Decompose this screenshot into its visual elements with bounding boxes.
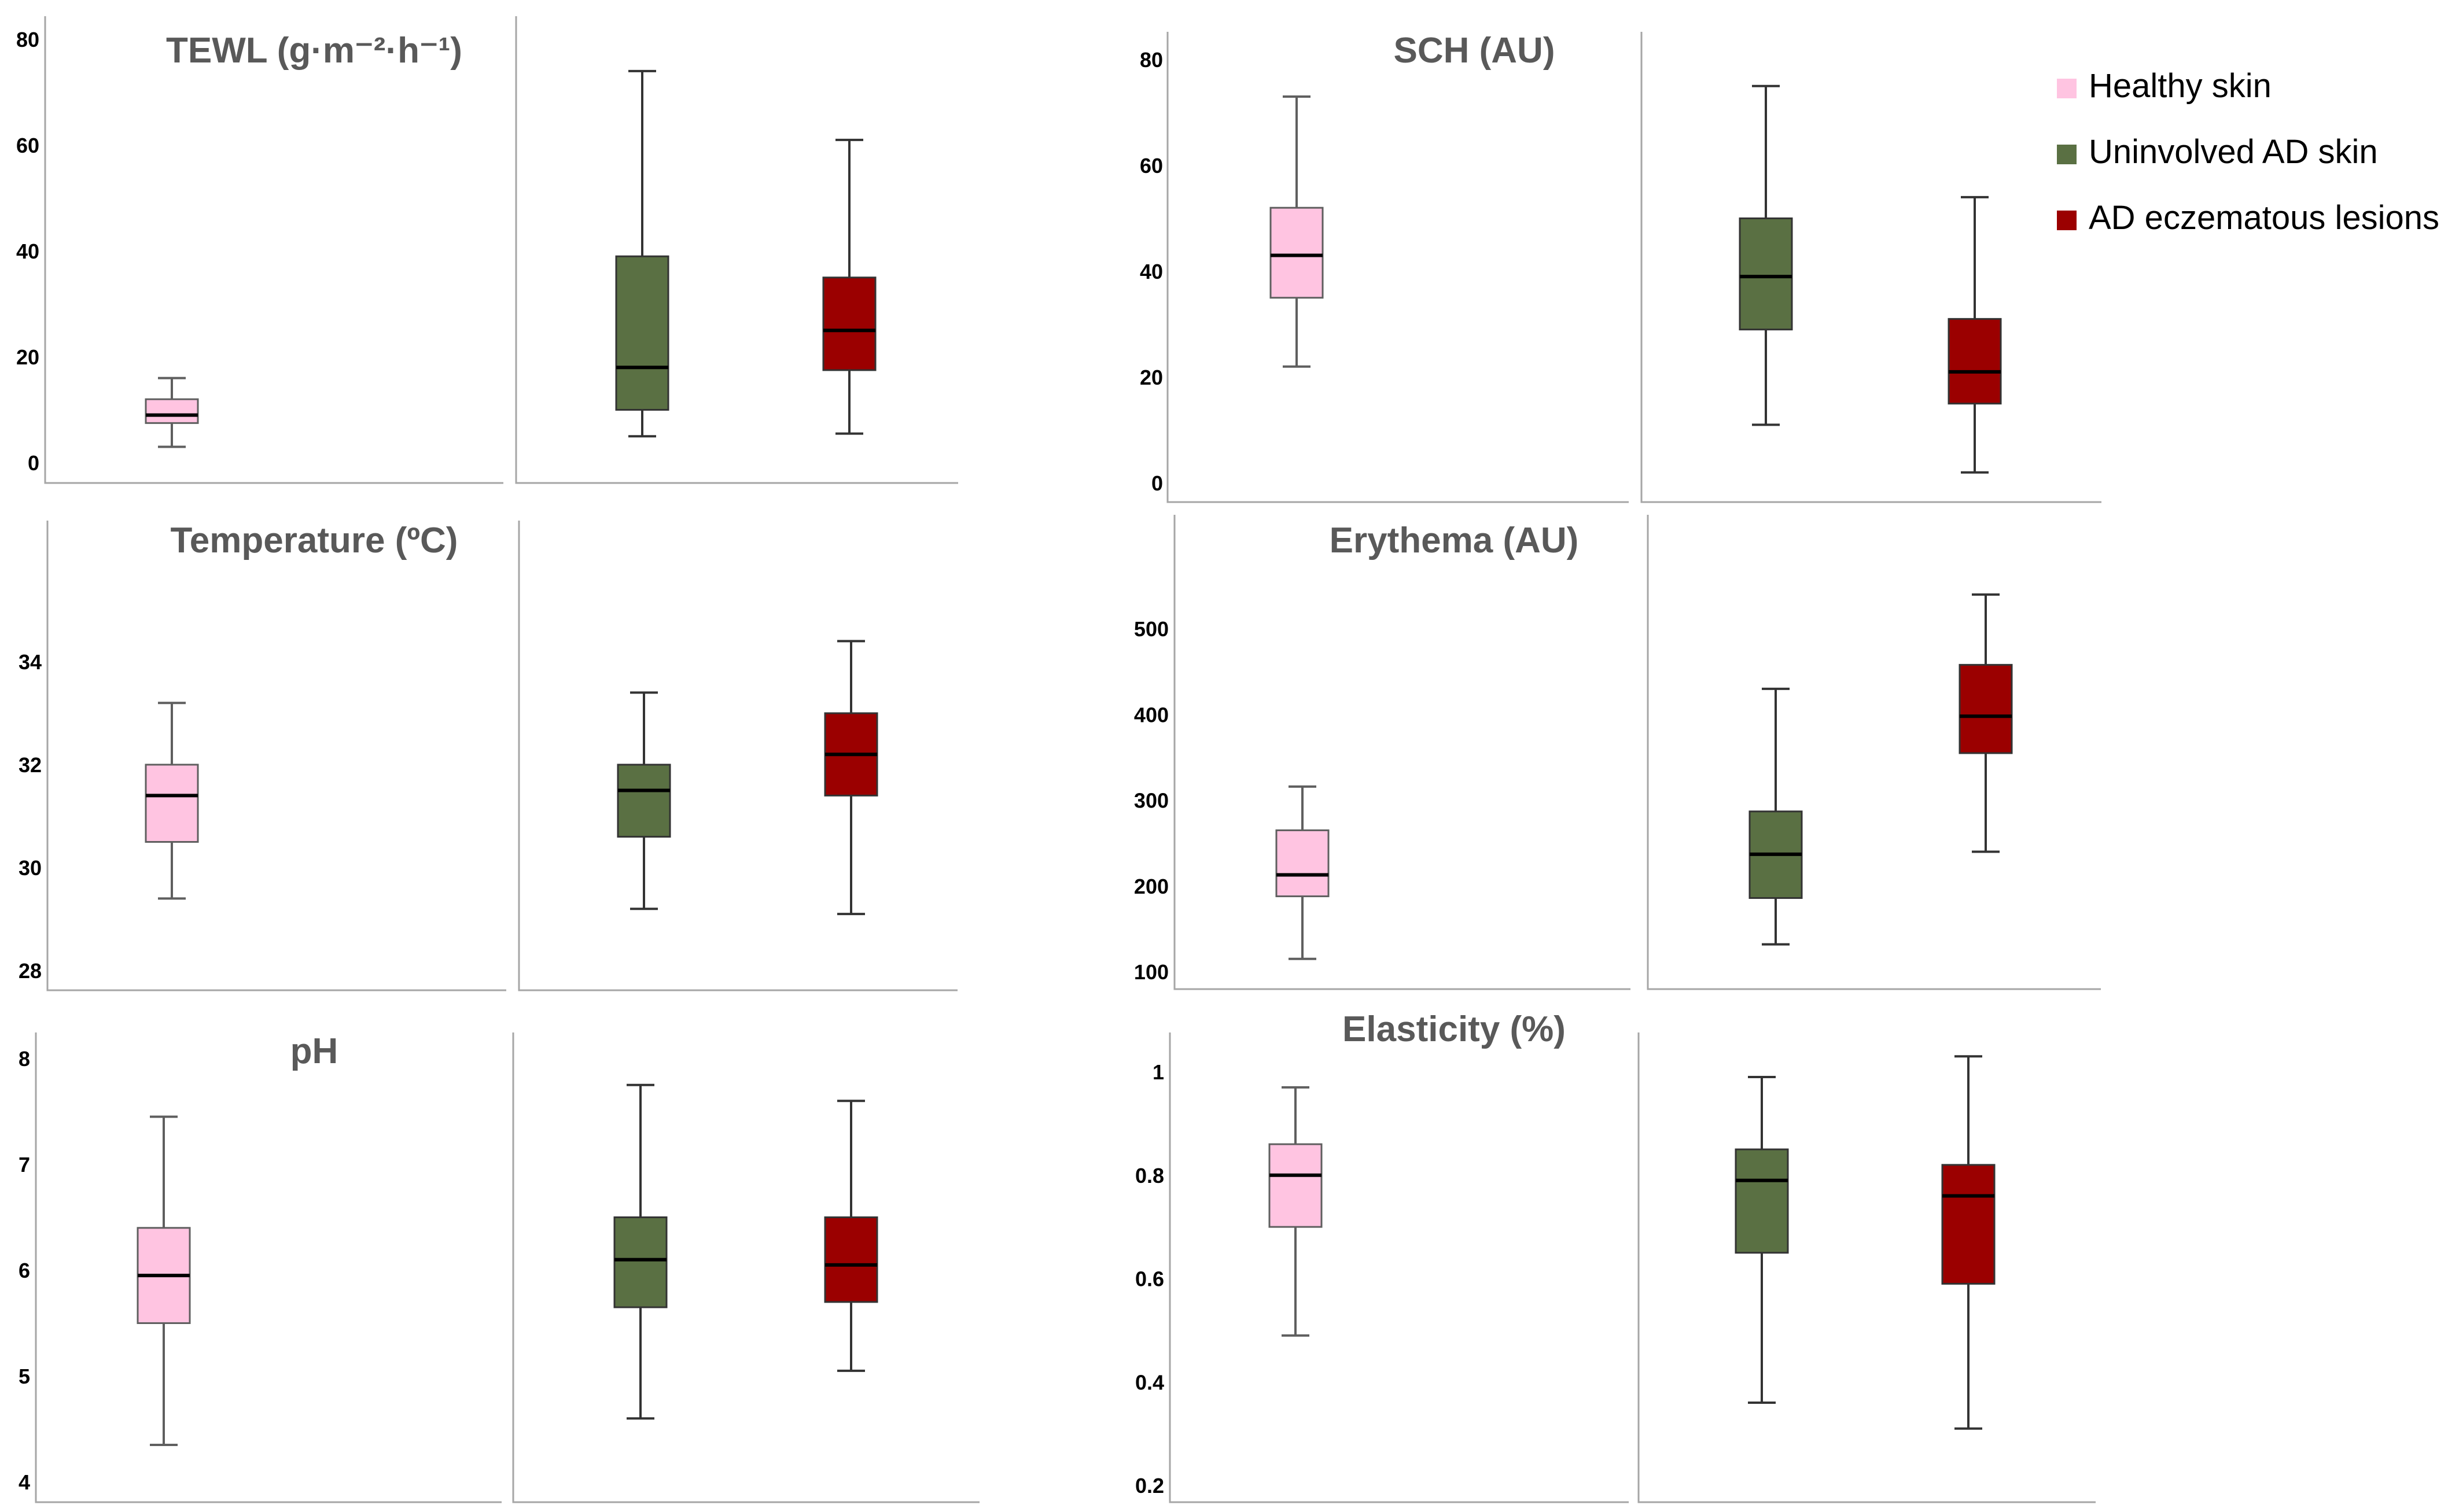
y-tick-label: 6 <box>19 1259 30 1282</box>
y-tick-label: 30 <box>19 856 42 880</box>
y-tick-label: 32 <box>19 753 42 777</box>
box-ad-eczematous-lesions <box>824 1100 878 1372</box>
y-tick-label: 0.4 <box>1135 1370 1164 1394</box>
iqr-box <box>824 1216 878 1303</box>
box-uninvolved-ad-skin <box>1739 84 1793 426</box>
right-panel-frame <box>518 521 958 991</box>
y-tick-label: 0 <box>28 451 39 475</box>
iqr-box <box>1948 318 2002 405</box>
iqr-box <box>615 255 669 411</box>
box-healthy-skin <box>145 702 199 900</box>
iqr-box <box>822 276 877 371</box>
left-panel-frame <box>44 16 503 484</box>
left-panel-frame <box>1173 515 1630 990</box>
y-tick-label: 40 <box>1140 260 1163 283</box>
right-panel-frame <box>1637 1032 2096 1503</box>
y-tick-label: 1 <box>1153 1060 1164 1084</box>
chart-title: TEWL (g·m⁻²·h⁻¹) <box>166 31 462 71</box>
legend-label: AD eczematous lesions <box>2089 199 2439 237</box>
box-ad-eczematous-lesions <box>1941 1055 1996 1430</box>
left-panel-frame <box>35 1032 502 1503</box>
legend-swatch <box>2057 79 2077 98</box>
chart-panel-tewl-g-m-h: TEWL (g·m⁻²·h⁻¹) 0 20 40 60 80 <box>16 16 958 484</box>
y-tick-label: 60 <box>16 134 39 157</box>
y-tick-label: 300 <box>1134 789 1169 813</box>
chart-panel-erythema-au: Erythema (AU) 100 200 300 400 500 <box>1134 515 2101 990</box>
y-tick-label: 0 <box>1151 471 1163 495</box>
right-panel-frame <box>1647 515 2101 990</box>
iqr-box <box>145 398 199 424</box>
legend-item-ad-eczematous-lesions: AD eczematous lesions <box>2057 199 2439 237</box>
box-ad-eczematous-lesions <box>1948 196 2002 474</box>
right-panel-frame <box>1640 32 2101 503</box>
chart-panel-ph: pH 4 5 6 7 8 <box>19 1031 980 1503</box>
legend-swatch <box>2057 145 2077 164</box>
legend-label: Uninvolved AD skin <box>2089 133 2378 171</box>
box-ad-eczematous-lesions <box>1959 593 2013 853</box>
y-tick-label: 0.8 <box>1135 1164 1164 1188</box>
legend-item-uninvolved-ad-skin: Uninvolved AD skin <box>2057 133 2378 171</box>
chart-title: Elasticity (%) <box>1342 1009 1566 1049</box>
chart-title: pH <box>290 1031 338 1071</box>
iqr-box <box>1959 663 2013 754</box>
y-tick-label: 28 <box>19 959 42 983</box>
y-tick-label: 5 <box>19 1365 30 1388</box>
iqr-box <box>1268 1143 1323 1228</box>
y-tick-label: 0.6 <box>1135 1267 1164 1291</box>
right-panel-frame <box>512 1032 980 1503</box>
chart-title: SCH (AU) <box>1394 31 1555 71</box>
box-ad-eczematous-lesions <box>824 640 878 916</box>
box-healthy-skin <box>1269 95 1324 368</box>
legend: Healthy skin Uninvolved AD skin AD eczemat… <box>2057 67 2439 237</box>
y-tick-label: 4 <box>19 1470 30 1494</box>
box-ad-eczematous-lesions <box>822 138 877 435</box>
box-uninvolved-ad-skin <box>1748 687 1803 946</box>
y-tick-label: 100 <box>1134 960 1169 984</box>
right-panel-frame <box>515 16 958 484</box>
box-uninvolved-ad-skin <box>617 691 671 910</box>
iqr-box <box>1269 206 1324 299</box>
y-tick-label: 8 <box>19 1047 30 1071</box>
box-uninvolved-ad-skin <box>1735 1075 1789 1404</box>
box-healthy-skin <box>137 1115 191 1446</box>
y-tick-label: 500 <box>1134 617 1169 641</box>
y-tick-label: 0.2 <box>1135 1474 1164 1498</box>
chart-title: Erythema (AU) <box>1330 521 1579 560</box>
legend-item-healthy-skin: Healthy skin <box>2057 67 2272 105</box>
iqr-box <box>613 1216 668 1308</box>
iqr-box <box>145 764 199 843</box>
iqr-box <box>1275 829 1330 898</box>
box-uninvolved-ad-skin <box>615 69 669 438</box>
iqr-box <box>617 764 671 838</box>
box-healthy-skin <box>145 377 199 448</box>
y-tick-label: 20 <box>1140 366 1163 389</box>
y-tick-label: 80 <box>1140 48 1163 72</box>
iqr-box <box>1735 1148 1789 1254</box>
y-tick-label: 34 <box>19 650 42 674</box>
chart-panel-temperature-c: Temperature (ºC) 28 30 32 34 <box>19 521 958 991</box>
chart-panel-sch-au: SCH (AU) 0 20 40 60 80 <box>1140 31 2101 503</box>
iqr-box <box>1941 1164 1996 1285</box>
y-tick-label: 20 <box>16 345 39 369</box>
left-panel-frame <box>46 521 506 991</box>
chart-title: Temperature (ºC) <box>171 521 458 560</box>
box-healthy-skin <box>1268 1086 1323 1337</box>
y-tick-label: 200 <box>1134 875 1169 898</box>
box-healthy-skin <box>1275 785 1330 960</box>
y-tick-label: 400 <box>1134 703 1169 727</box>
box-uninvolved-ad-skin <box>613 1083 668 1420</box>
iqr-box <box>1739 217 1793 331</box>
left-panel-frame <box>1169 1032 1629 1503</box>
chart-panel-elasticity: Elasticity (%) 0.2 0.4 0.6 0.8 1 <box>1135 1009 2096 1503</box>
left-panel-frame <box>1166 32 1629 503</box>
y-tick-label: 60 <box>1140 154 1163 178</box>
legend-swatch <box>2057 211 2077 230</box>
y-tick-label: 80 <box>16 28 39 51</box>
legend-label: Healthy skin <box>2089 67 2272 105</box>
y-tick-label: 7 <box>19 1153 30 1177</box>
y-tick-label: 40 <box>16 239 39 263</box>
